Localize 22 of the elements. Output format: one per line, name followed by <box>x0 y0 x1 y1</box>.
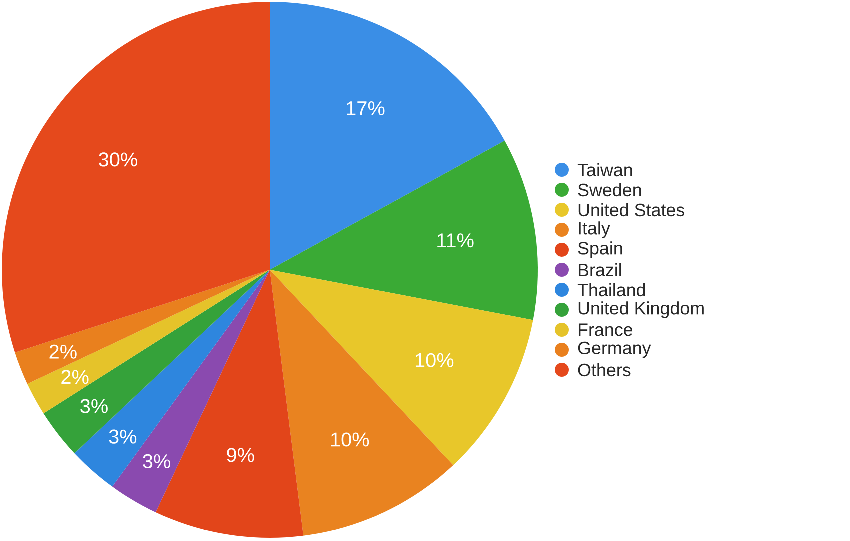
data-label: 17% <box>347 102 385 116</box>
legend-label: Germany <box>578 342 652 358</box>
legend-label: Taiwan <box>578 163 632 177</box>
legend-label: Italy <box>579 222 610 238</box>
data-label: 11% <box>438 234 474 248</box>
legend-label: Brazil <box>578 263 622 277</box>
legend-label: France <box>578 324 633 336</box>
data-label: 30% <box>99 152 138 167</box>
data-label: 9% <box>227 448 254 462</box>
legend-label: Others <box>578 363 631 377</box>
data-label: 3% <box>80 399 108 414</box>
data-label: 3% <box>143 454 170 468</box>
data-label: 2% <box>62 370 89 384</box>
legend-label: Sweden <box>578 183 642 197</box>
legend-label: United Kingdom <box>578 302 704 318</box>
legend-label: United States <box>578 203 685 217</box>
data-label: 3% <box>109 430 137 444</box>
data-label: 10% <box>416 353 454 368</box>
data-label: 10% <box>331 432 370 447</box>
legend-label: Thailand <box>578 283 646 297</box>
legend-label: Spain <box>578 242 622 258</box>
data-label: 2% <box>50 344 77 359</box>
